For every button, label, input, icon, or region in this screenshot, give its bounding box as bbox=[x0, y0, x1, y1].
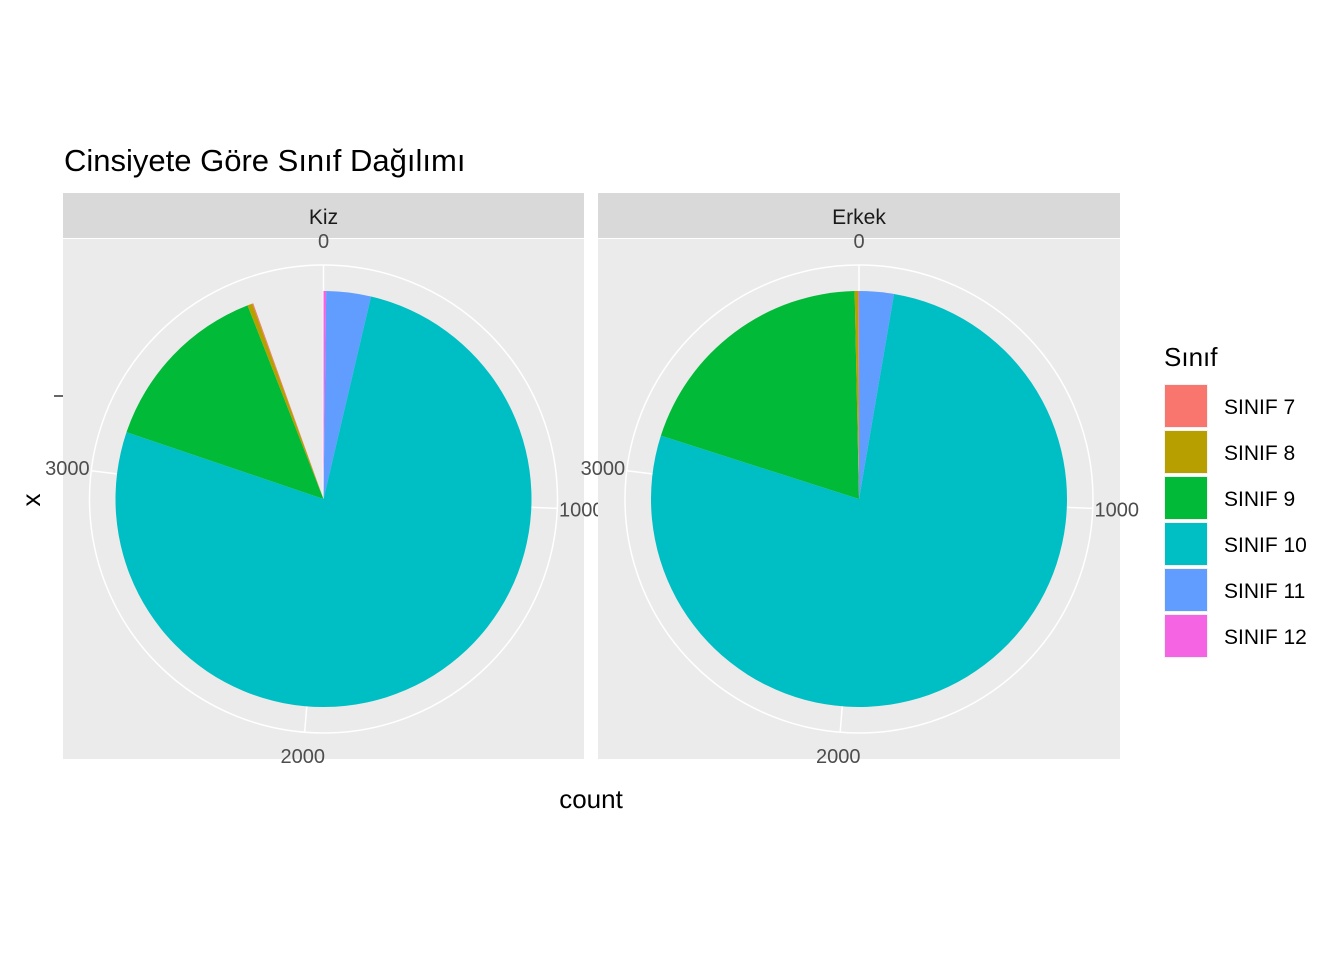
y-axis-title: x bbox=[16, 494, 46, 507]
legend: Sınıf SINIF 7 SINIF 8 SINIF 9 SINIF 10 SINIF… bbox=[1164, 342, 1307, 658]
legend-key bbox=[1165, 431, 1207, 473]
tick-label: 1000 bbox=[1095, 499, 1140, 521]
facet-strip-label: Erkek bbox=[832, 206, 886, 229]
tick-label: 2000 bbox=[816, 746, 861, 768]
tick-label: 0 bbox=[853, 231, 864, 253]
pie-slice-sinif-12 bbox=[323, 291, 327, 499]
chart-title: Cinsiyete Göre Sınıf Dağılımı bbox=[64, 143, 465, 178]
legend-label: SINIF 10 bbox=[1224, 534, 1307, 557]
tick-label: 2000 bbox=[280, 746, 325, 768]
legend-key bbox=[1165, 615, 1207, 657]
pie-slice-sinif-7 bbox=[252, 303, 324, 499]
pie-slice-sinif-9 bbox=[126, 305, 324, 499]
pie-slice-sinif-9 bbox=[660, 291, 859, 499]
legend-label: SINIF 11 bbox=[1224, 580, 1305, 603]
tick-label: 1000 bbox=[559, 499, 604, 521]
pie-slice-sinif-8 bbox=[854, 291, 859, 499]
pie-slice-sinif-10 bbox=[115, 296, 532, 707]
legend-key bbox=[1165, 385, 1207, 427]
pie-slice-sinif-8 bbox=[247, 303, 324, 499]
legend-key bbox=[1165, 523, 1207, 565]
pie-slice-sinif-7 bbox=[857, 291, 859, 499]
facet-strip-label: Kiz bbox=[309, 206, 338, 229]
tick-label: 3000 bbox=[581, 458, 626, 480]
legend-label: SINIF 7 bbox=[1224, 396, 1295, 419]
legend-label: SINIF 12 bbox=[1224, 626, 1307, 649]
legend-key bbox=[1165, 477, 1207, 519]
facet-strip bbox=[598, 193, 1120, 238]
tick-label: 3000 bbox=[45, 458, 90, 480]
pie-slice-sinif-11 bbox=[859, 291, 895, 499]
tick-label: 0 bbox=[318, 231, 329, 253]
legend-label: SINIF 8 bbox=[1224, 442, 1295, 465]
facet-strip bbox=[63, 193, 584, 238]
pie-slice-sinif-11 bbox=[323, 291, 371, 499]
x-axis-title: count bbox=[559, 784, 623, 814]
legend-label: SINIF 9 bbox=[1224, 488, 1295, 511]
legend-title: Sınıf bbox=[1164, 342, 1218, 372]
legend-key bbox=[1165, 569, 1207, 611]
pie-slice-sinif-10 bbox=[651, 293, 1067, 707]
